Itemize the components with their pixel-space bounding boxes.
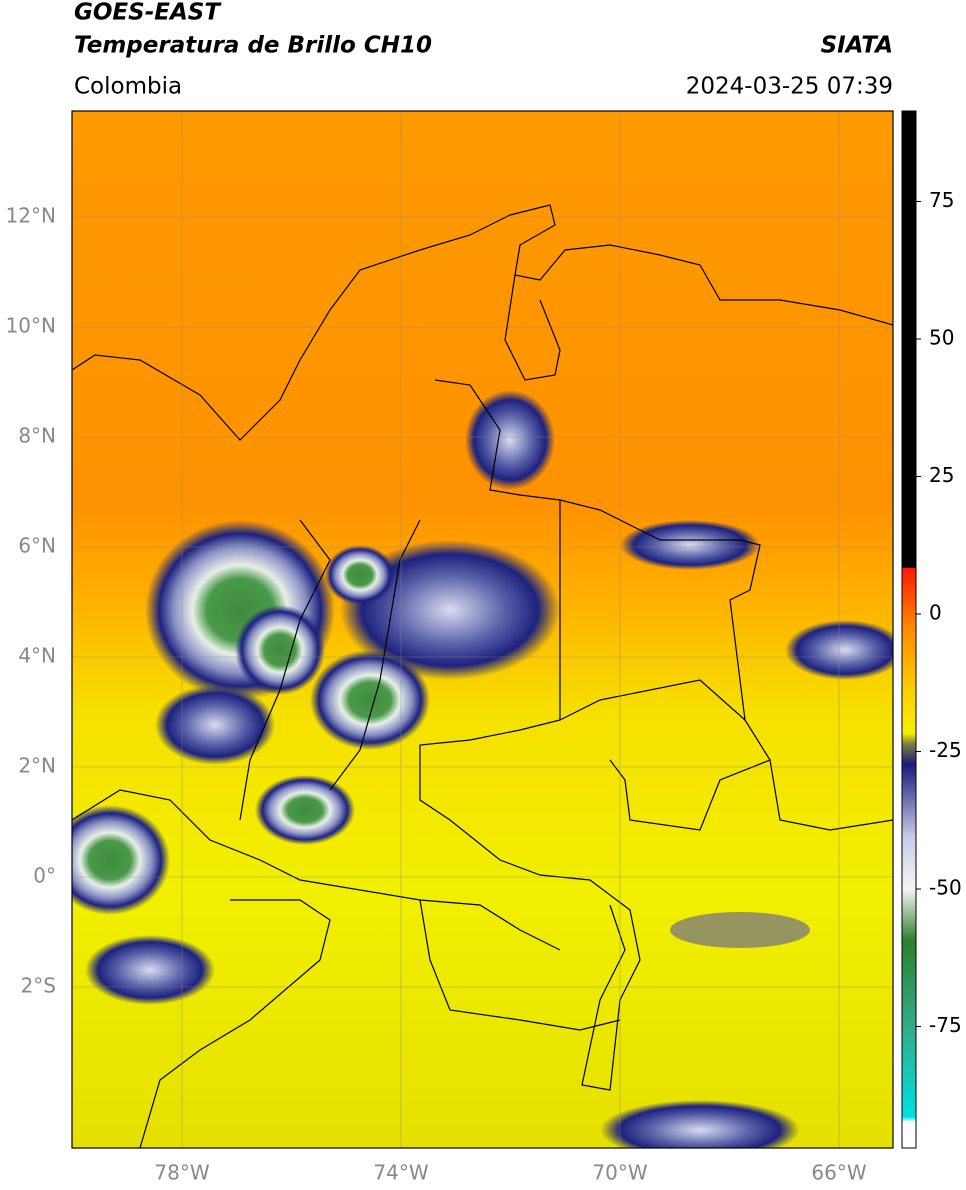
lat-tick-label: 8°N bbox=[18, 424, 56, 448]
colorbar-tick-label: 25 bbox=[929, 463, 954, 487]
borders bbox=[72, 204, 893, 1148]
cloud bbox=[325, 545, 395, 605]
title-line: GOES-EAST bbox=[74, 0, 222, 26]
cloud bbox=[785, 620, 893, 680]
lon-tick-label: 74°W bbox=[373, 1161, 428, 1185]
datetime: 2024-03-25 07:39 bbox=[686, 74, 893, 100]
colorbar-tick-label: 0 bbox=[929, 601, 942, 625]
lon-tick-label: 66°W bbox=[811, 1161, 866, 1185]
colorbar-tick-label: -25 bbox=[929, 738, 962, 762]
cloud bbox=[310, 650, 430, 750]
lat-tick-label: 12°N bbox=[6, 204, 56, 228]
colorbar-tick-label: 75 bbox=[929, 188, 954, 212]
lat-tick-label: 4°N bbox=[18, 644, 56, 668]
colorbar-tick-label: -75 bbox=[929, 1013, 962, 1037]
cloud bbox=[85, 935, 215, 1005]
colorbar-tick-label: -50 bbox=[929, 876, 962, 900]
map-frame bbox=[71, 110, 894, 1149]
cloud bbox=[255, 775, 355, 845]
cloud bbox=[600, 1100, 800, 1148]
map-image bbox=[72, 111, 893, 1148]
lat-tick-label: 10°N bbox=[6, 314, 56, 338]
lat-tick-label: 6°N bbox=[18, 534, 56, 558]
gridlines bbox=[72, 111, 893, 1148]
lon-tick-label: 70°W bbox=[592, 1161, 647, 1185]
colorbar-tick-label: 50 bbox=[929, 326, 954, 350]
cloud bbox=[235, 605, 325, 695]
cloud bbox=[670, 912, 810, 948]
lat-tick-label: 0° bbox=[33, 864, 56, 888]
colorbar bbox=[901, 110, 917, 1149]
lat-tick-label: 2°N bbox=[18, 754, 56, 778]
cloud bbox=[72, 805, 170, 915]
cloud bbox=[620, 520, 760, 570]
cloud bbox=[465, 390, 555, 490]
cloud bbox=[155, 685, 275, 765]
lat-tick-label: 2°S bbox=[21, 974, 56, 998]
region: Colombia bbox=[74, 74, 182, 100]
title-line: Temperatura de Brillo CH10 bbox=[74, 33, 432, 59]
lon-tick-label: 78°W bbox=[154, 1161, 209, 1185]
source: SIATA bbox=[821, 33, 893, 59]
